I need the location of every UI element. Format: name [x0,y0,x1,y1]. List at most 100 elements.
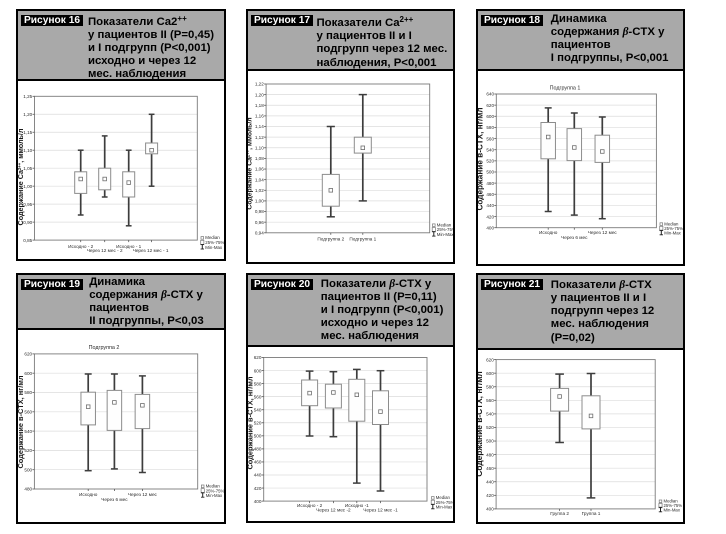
svg-text:Исходно: Исходно [79,492,98,497]
svg-text:540: 540 [24,429,32,434]
svg-text:420: 420 [486,493,494,498]
svg-text:Min-Max: Min-Max [206,493,223,498]
svg-text:Median: Median [206,484,221,489]
svg-text:1,10: 1,10 [255,145,264,150]
svg-text:460: 460 [486,466,494,471]
svg-text:400: 400 [486,507,494,512]
svg-text:Через 12 мес: Через 12 мес [128,492,158,497]
svg-text:400: 400 [254,499,262,504]
svg-text:440: 440 [254,473,262,478]
svg-text:1,15: 1,15 [23,130,32,135]
svg-text:1,14: 1,14 [255,124,264,129]
svg-text:620: 620 [486,103,494,108]
svg-text:Min-Max: Min-Max [664,231,681,236]
svg-text:1,18: 1,18 [255,103,264,108]
svg-text:Исходно - 2: Исходно - 2 [68,244,94,249]
svg-text:580: 580 [486,384,494,389]
svg-text:1,00: 1,00 [23,184,32,189]
svg-text:Min-Max: Min-Max [437,232,453,237]
svg-text:25%-75%: 25%-75% [205,240,224,245]
svg-text:Содержание Ca2++, ммоль/л: Содержание Ca2++, ммоль/л [248,117,254,209]
svg-text:560: 560 [486,136,494,141]
svg-text:Группа 1: Группа 1 [582,511,601,516]
svg-text:25%-75%: 25%-75% [664,226,683,231]
svg-text:25%-75%: 25%-75% [437,227,453,232]
svg-text:460: 460 [254,460,262,465]
svg-text:0,94: 0,94 [255,231,264,236]
svg-text:1,12: 1,12 [255,135,264,140]
svg-text:480: 480 [486,452,494,457]
svg-text:Содержание в-СТХ, нг/мл: Содержание в-СТХ, нг/мл [478,107,485,210]
svg-text:580: 580 [486,125,494,130]
svg-text:1,02: 1,02 [255,188,264,193]
svg-text:600: 600 [486,114,494,119]
svg-text:580: 580 [24,390,32,395]
svg-text:520: 520 [254,420,262,425]
svg-text:Группа 2: Группа 2 [550,511,569,516]
svg-text:560: 560 [486,398,494,403]
svg-text:0,96: 0,96 [255,220,264,225]
svg-text:0,85: 0,85 [23,238,32,243]
svg-text:Подгруппа 2: Подгруппа 2 [317,237,344,242]
svg-text:500: 500 [24,467,32,472]
svg-text:540: 540 [486,147,494,152]
svg-text:Исходно - 1: Исходно - 1 [116,244,142,249]
svg-text:620: 620 [24,352,32,357]
svg-text:25%-75%: 25%-75% [436,500,453,505]
svg-text:480: 480 [24,487,32,492]
svg-text:Исходно - 2: Исходно - 2 [297,503,323,508]
svg-text:25%-75%: 25%-75% [206,488,224,493]
svg-text:1,04: 1,04 [255,177,264,182]
svg-text:Через 6 мес: Через 6 мес [101,497,128,502]
svg-text:0,98: 0,98 [255,209,264,214]
svg-text:0,95: 0,95 [23,202,32,207]
svg-text:600: 600 [486,371,494,376]
svg-text:0,90: 0,90 [23,220,32,225]
svg-text:480: 480 [486,181,494,186]
svg-text:620: 620 [486,357,494,362]
svg-text:Содержание в-СТХ, нг/мл: Содержание в-СТХ, нг/мл [18,375,25,468]
svg-text:Median: Median [205,235,220,240]
svg-text:1,05: 1,05 [23,166,32,171]
svg-text:Подгруппа 1: Подгруппа 1 [349,237,376,242]
svg-text:Содержание Ca2++, ммоль/л: Содержание Ca2++, ммоль/л [18,128,25,225]
svg-text:Median: Median [437,223,452,228]
svg-text:Median: Median [436,495,451,500]
svg-text:400: 400 [486,225,494,230]
svg-text:500: 500 [254,434,262,439]
svg-text:1,08: 1,08 [255,156,264,161]
svg-text:460: 460 [486,192,494,197]
svg-text:520: 520 [486,159,494,164]
svg-text:Исходно -1: Исходно -1 [345,503,369,508]
svg-text:1,00: 1,00 [255,199,264,204]
svg-text:440: 440 [486,203,494,208]
svg-text:560: 560 [24,410,32,415]
svg-text:Min-Max: Min-Max [205,245,223,250]
svg-text:560: 560 [254,394,262,399]
svg-text:Через 12 мес: Через 12 мес [588,230,618,235]
svg-text:Подгруппа 1: Подгруппа 1 [550,86,581,92]
svg-text:440: 440 [486,479,494,484]
svg-text:420: 420 [254,486,262,491]
svg-text:1,20: 1,20 [255,92,264,97]
svg-text:520: 520 [486,425,494,430]
svg-text:Содержание в-СТХ, нг/мл: Содержание в-СТХ, нг/мл [248,376,255,469]
svg-text:Min-Max: Min-Max [664,508,681,513]
svg-text:Исходно: Исходно [539,230,558,235]
svg-text:500: 500 [486,439,494,444]
svg-text:1,25: 1,25 [23,94,32,99]
svg-text:Median: Median [664,221,679,226]
svg-text:580: 580 [254,381,262,386]
svg-text:25%-75%: 25%-75% [664,503,683,508]
svg-text:600: 600 [254,368,262,373]
svg-text:520: 520 [24,448,32,453]
svg-text:500: 500 [486,170,494,175]
svg-text:420: 420 [486,214,494,219]
svg-text:1,06: 1,06 [255,167,264,172]
svg-text:640: 640 [486,92,494,97]
svg-text:Median: Median [664,499,679,504]
svg-text:Через 12 мес - 2: Через 12 мес - 2 [87,248,123,253]
svg-text:1,16: 1,16 [255,114,264,119]
svg-text:Через 12 мес -2: Через 12 мес -2 [316,508,351,513]
svg-text:Через 6 мес: Через 6 мес [561,235,588,240]
